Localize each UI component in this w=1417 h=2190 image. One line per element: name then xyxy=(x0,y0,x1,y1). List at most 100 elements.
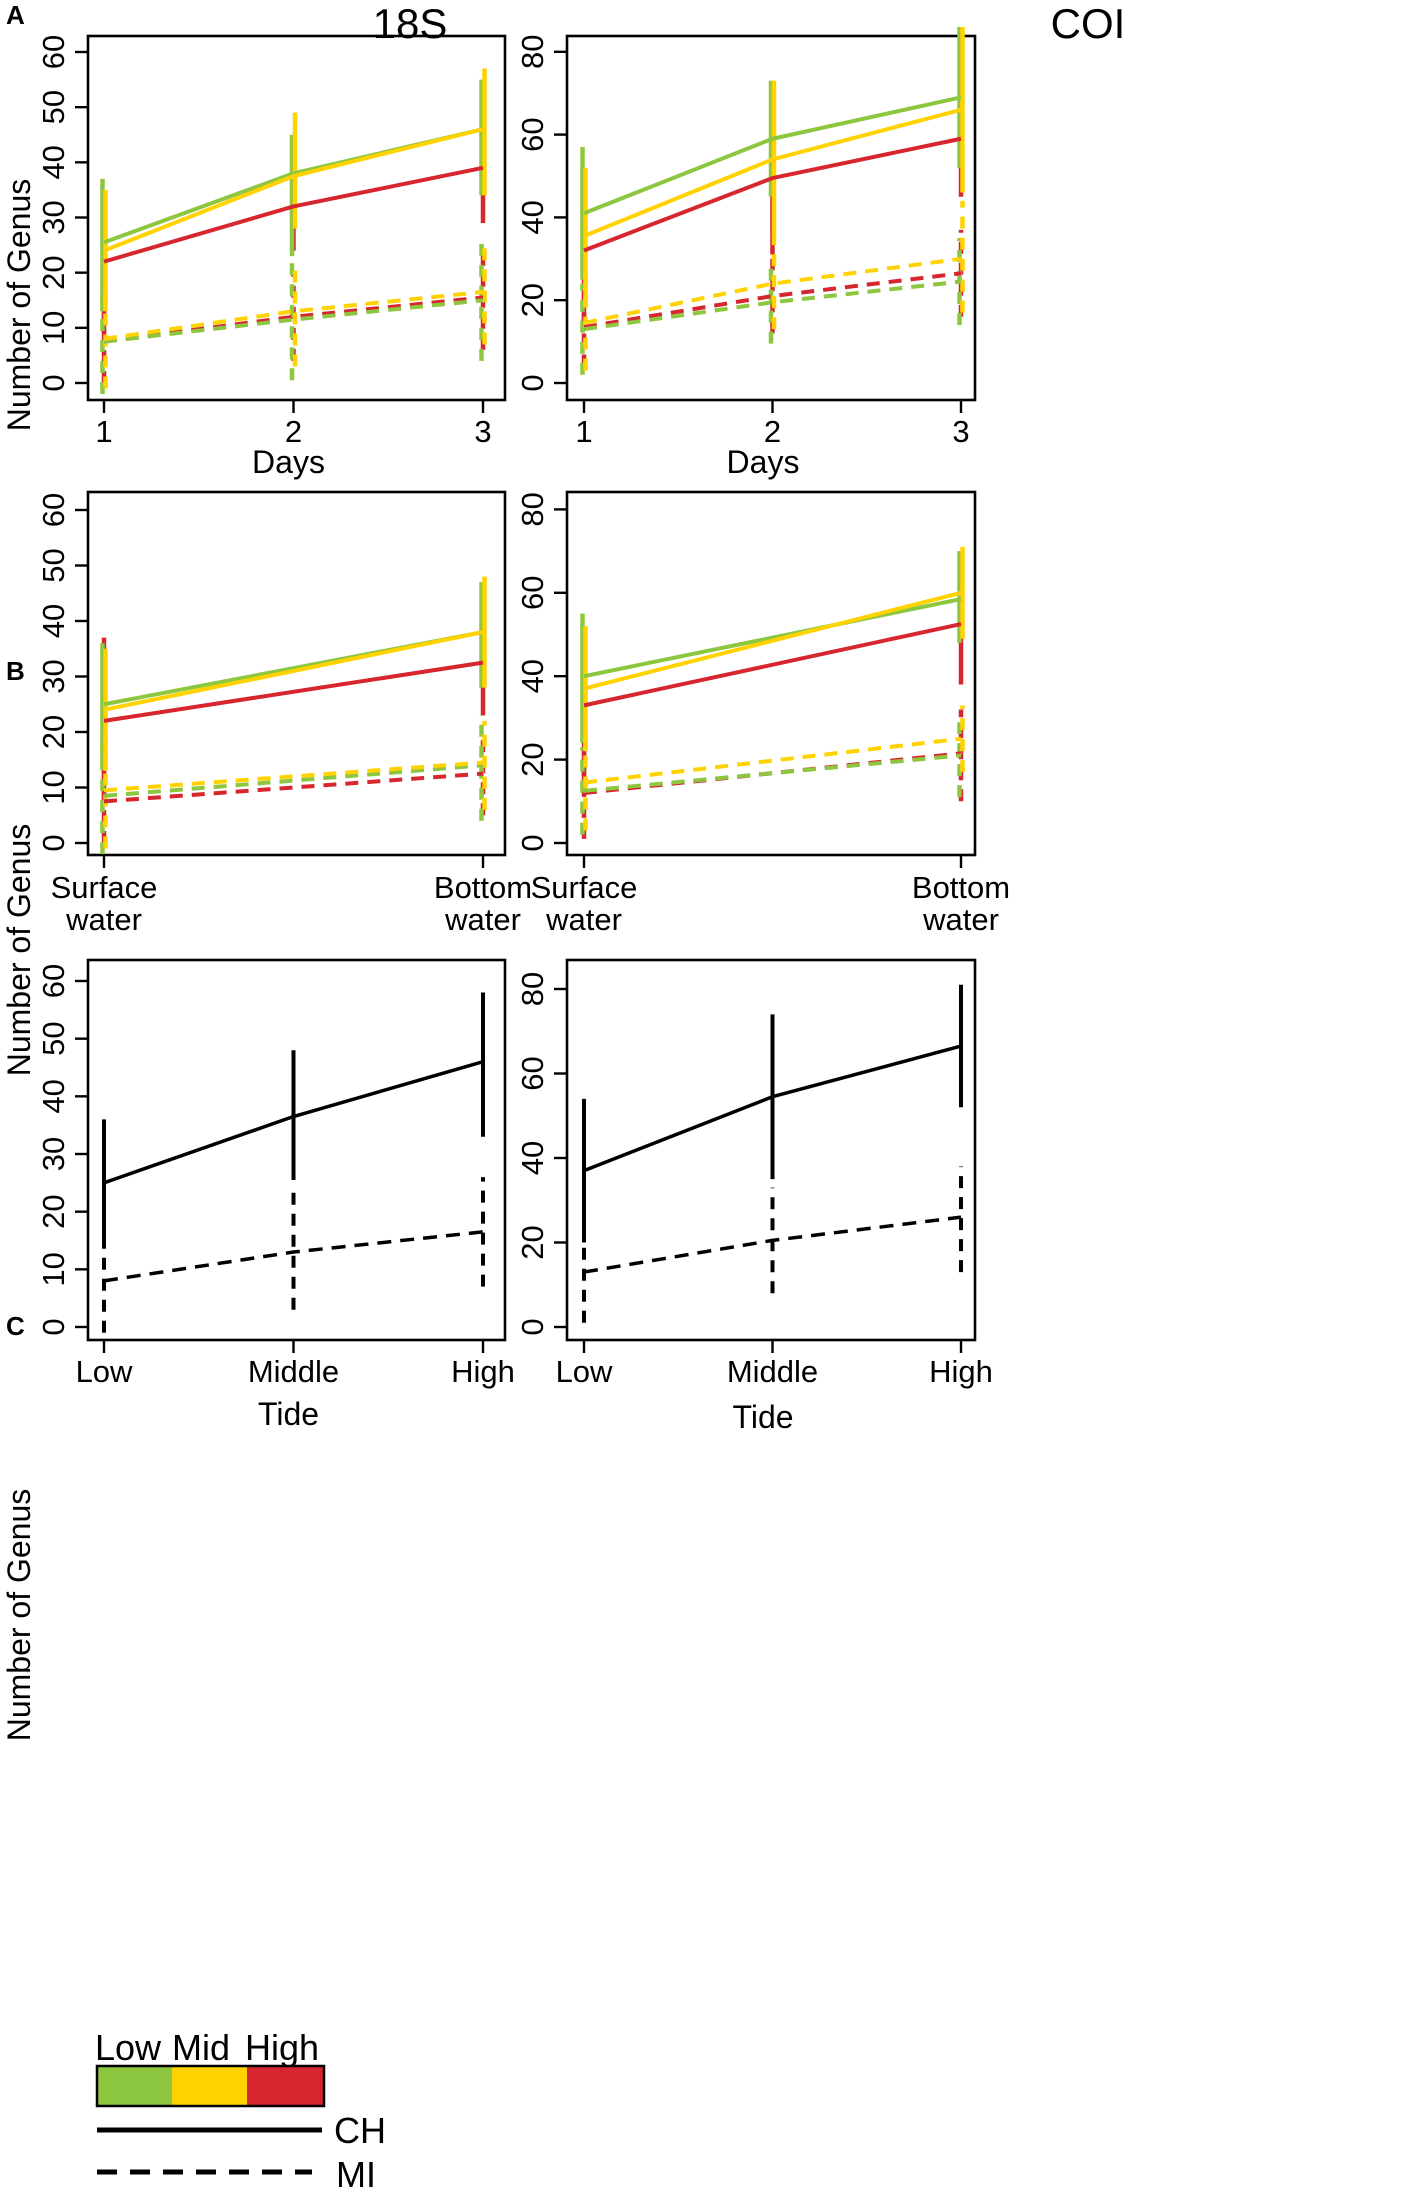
y-tick-label: 80 xyxy=(515,972,550,1006)
series-line-mi-low xyxy=(583,753,962,793)
series-line-ch-high xyxy=(583,622,962,708)
panel-letter-c: C xyxy=(6,1311,25,1341)
panel-c-coi: 0 20 40 60 80 Low Middle High Tide xyxy=(515,958,993,1435)
y-tick-label: 40 xyxy=(515,200,550,234)
x-axis-title: Tide xyxy=(258,1396,319,1432)
y-tick-label: 40 xyxy=(36,1079,71,1113)
series-ch-low xyxy=(100,79,484,312)
x-axis-title: Tide xyxy=(732,1399,793,1435)
series-line-mi-low xyxy=(583,279,962,332)
y-axis-title-row-a: Number of Genus xyxy=(1,179,37,432)
x-axis-title: Days xyxy=(252,444,325,480)
series-ch xyxy=(102,992,485,1247)
column-title-18s: 18S xyxy=(373,0,448,47)
plot-frame xyxy=(565,490,977,857)
y-axis-title-row-b: Number of Genus xyxy=(1,824,37,1077)
y-tick-label: 60 xyxy=(36,493,71,527)
panel-a-coi: 0 20 40 60 80 1 2 3 Days xyxy=(515,26,977,480)
series-mi-mid xyxy=(103,245,487,389)
series-line-mi-mid xyxy=(103,289,484,341)
series-ch-mid xyxy=(103,576,487,771)
plot-frame xyxy=(86,958,507,1342)
x-tick-label: water xyxy=(444,902,521,937)
y-tick-label: 50 xyxy=(36,548,71,582)
series-line-mi-low xyxy=(103,763,484,798)
series-mi-mid xyxy=(583,705,965,831)
y-tick-label: 60 xyxy=(515,117,550,151)
y-tick-label: 20 xyxy=(36,1194,71,1228)
x-tick-label: Bottom xyxy=(434,870,532,905)
series-line-mi-high xyxy=(103,771,484,804)
y-tick-label: 10 xyxy=(36,311,71,345)
legend-label-mi: MI xyxy=(336,2154,376,2190)
x-tick-label: Low xyxy=(76,1354,133,1389)
x-tick-label: Middle xyxy=(727,1354,818,1389)
legend-label-high: High xyxy=(245,2027,319,2068)
series-ch-low xyxy=(580,551,962,743)
series-mi-mid xyxy=(103,720,487,849)
y-tick-label: 20 xyxy=(36,715,71,749)
y-tick-label: 0 xyxy=(36,834,71,851)
legend: Low Mid High CH MI xyxy=(95,2027,386,2190)
series-mi xyxy=(102,1177,485,1333)
x-tick-label: 2 xyxy=(764,414,781,449)
legend-label-mid: Mid xyxy=(172,2027,230,2068)
y-tick-label: 20 xyxy=(515,283,550,317)
y-tick-label: 60 xyxy=(36,35,71,69)
x-tick-label: 3 xyxy=(474,414,491,449)
y-tick-label: 80 xyxy=(515,35,550,69)
y-tick-label: 60 xyxy=(36,964,71,998)
legend-label-ch: CH xyxy=(334,2110,386,2151)
series-mi-low xyxy=(100,239,484,395)
series-line-ch-mid xyxy=(583,590,962,691)
y-tick-label: 10 xyxy=(36,770,71,804)
series-line-ch-low xyxy=(583,597,962,679)
y-tick-label: 10 xyxy=(36,1252,71,1286)
y-tick-label: 20 xyxy=(36,255,71,289)
series-mi-low xyxy=(580,713,962,835)
series-line-mi-mid xyxy=(583,256,962,325)
panel-c-18s: 0 10 20 30 40 50 60 Low Middle High Tide xyxy=(36,958,515,1432)
y-tick-label: 30 xyxy=(36,659,71,693)
y-tick-label: 40 xyxy=(515,659,550,693)
y-tick-label: 50 xyxy=(36,90,71,124)
y-tick-label: 30 xyxy=(36,200,71,234)
series-line-mi-mid xyxy=(103,760,484,793)
legend-label-low: Low xyxy=(95,2027,162,2068)
legend-swatch-mid xyxy=(172,2066,247,2106)
series-ch-mid xyxy=(583,546,965,752)
x-tick-label: water xyxy=(65,902,142,937)
series-ch-high xyxy=(101,609,486,799)
y-tick-label: 0 xyxy=(515,1318,550,1335)
x-tick-label: Surface xyxy=(51,870,158,905)
y-tick-label: 40 xyxy=(36,604,71,638)
x-tick-label: 1 xyxy=(95,414,112,449)
legend-swatch-low xyxy=(97,2066,172,2106)
y-tick-label: 40 xyxy=(515,1141,550,1175)
y-tick-label: 20 xyxy=(515,1225,550,1259)
x-tick-label: 2 xyxy=(285,414,302,449)
legend-swatch-high xyxy=(247,2066,324,2106)
x-tick-label: Middle xyxy=(248,1354,339,1389)
x-tick-label: water xyxy=(545,902,622,937)
series-ch-low xyxy=(100,582,484,766)
y-tick-label: 0 xyxy=(36,374,71,391)
column-title-coi: COI xyxy=(1051,0,1126,47)
x-tick-label: High xyxy=(451,1354,515,1389)
y-tick-label: 30 xyxy=(36,1137,71,1171)
panel-letter-b: B xyxy=(6,656,25,686)
x-tick-label: 3 xyxy=(952,414,969,449)
x-tick-label: 1 xyxy=(575,414,592,449)
plot-frame xyxy=(86,490,507,857)
series-line-mi-mid xyxy=(583,736,962,785)
series-mi xyxy=(582,1166,963,1323)
series-mi-high xyxy=(581,709,964,839)
y-tick-label: 60 xyxy=(515,1056,550,1090)
series-line-mi-high xyxy=(583,271,962,330)
y-tick-label: 80 xyxy=(515,492,550,526)
x-tick-label: Bottom xyxy=(912,870,1010,905)
series-line-mi-high xyxy=(103,295,484,344)
y-tick-label: 60 xyxy=(515,576,550,610)
plot-frame xyxy=(565,958,977,1342)
